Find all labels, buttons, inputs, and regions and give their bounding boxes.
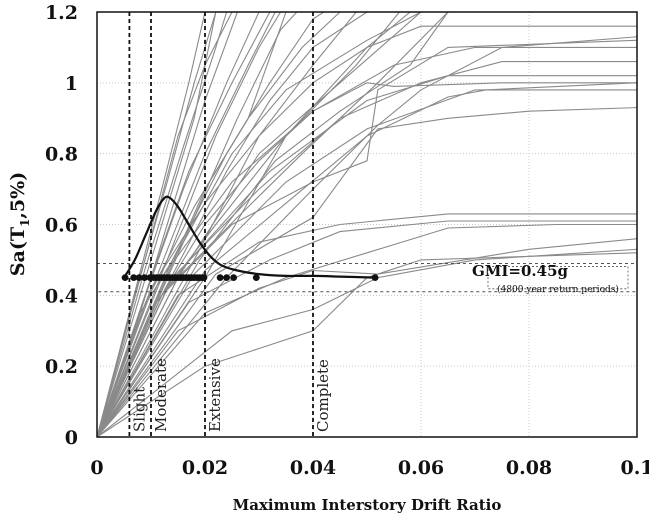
ida-curve-30	[97, 12, 400, 437]
ida-curve-20	[97, 107, 637, 437]
ida-curve-23	[97, 220, 637, 437]
limit-label-extensive: Extensive	[206, 358, 224, 432]
fragility-distribution-curve	[123, 195, 376, 279]
drift-points	[121, 274, 379, 282]
x-tick-labels: 0 0.02 0.04 0.06 0.08 0.1	[90, 457, 649, 479]
y-tick-label: 0.4	[45, 285, 78, 307]
ida-curve-31	[97, 12, 449, 437]
drift-point-2	[130, 274, 138, 282]
x-tick-label: 0.04	[290, 457, 336, 479]
y-tick-label: 1.2	[45, 2, 78, 24]
x-tick-label: 0.08	[506, 457, 552, 479]
drift-point-1	[121, 274, 129, 282]
ida-curve-22	[97, 213, 637, 437]
x-tick-label: 0.06	[398, 457, 444, 479]
drift-point-25	[200, 274, 208, 282]
drift-point-28	[230, 274, 238, 282]
y-axis-title-tail: ,5%)	[7, 172, 29, 219]
ida-curve-38	[97, 12, 449, 437]
distribution-curve	[123, 195, 376, 279]
ida-curve-26	[97, 238, 637, 437]
y-tick-label: 0	[65, 427, 78, 449]
plot-frame	[96, 11, 638, 438]
y-axis-title-subscript: 1	[18, 219, 32, 227]
ida-curve-32	[97, 12, 217, 437]
y-tick-label: 0.2	[45, 356, 78, 378]
ida-curve-29	[97, 12, 341, 437]
x-axis-title: Maximum Interstory Drift Ratio	[233, 496, 502, 514]
ida-curve-36	[97, 12, 325, 437]
ida-curve-21	[97, 39, 637, 437]
ida-curve-25	[97, 248, 637, 437]
gmi-sublabel: (4800 year return periods)	[497, 284, 619, 295]
y-tick-label: 0.6	[45, 215, 78, 237]
y-axis-title: Sa(T1,5%)	[7, 172, 32, 276]
limit-label-slight: Slight	[130, 387, 148, 432]
ida-curve-17	[97, 75, 637, 437]
y-tick-labels: 0 0.2 0.4 0.6 0.8 1 1.2	[45, 2, 78, 449]
y-tick-label: 1	[65, 73, 78, 95]
drift-point-3	[135, 274, 143, 282]
drift-point-27	[223, 274, 231, 282]
drift-point-26	[216, 274, 224, 282]
ida-curve-18	[97, 89, 637, 437]
drift-point-29	[252, 274, 260, 282]
ida-curve-11	[97, 12, 282, 437]
x-tick-label: 0.02	[182, 457, 228, 479]
x-tick-label: 0	[90, 457, 103, 479]
limit-label-complete: Complete	[314, 359, 332, 432]
gmi-label-box	[487, 266, 629, 290]
x-tick-label: 0.1	[620, 457, 649, 479]
drift-point-4	[141, 274, 148, 282]
ida-curve-28	[97, 12, 422, 437]
drift-point-30	[371, 274, 379, 282]
limit-label-moderate: Moderate	[152, 358, 170, 432]
ida-curve-4	[97, 12, 217, 437]
y-tick-label: 0.8	[45, 144, 78, 166]
ida-curve-33	[97, 12, 271, 437]
gmi-label: GMI=0.45g	[472, 262, 569, 280]
